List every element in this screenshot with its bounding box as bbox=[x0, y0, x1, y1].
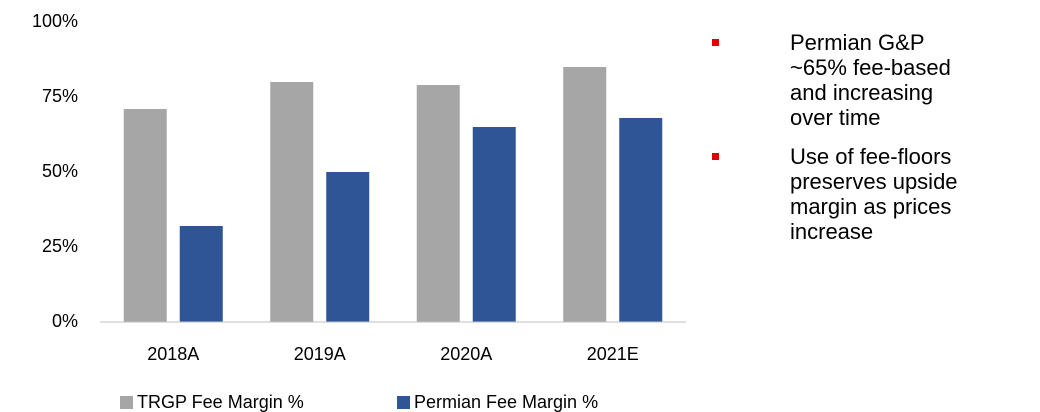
x-tick-label: 2020A bbox=[440, 344, 492, 364]
bar bbox=[179, 226, 223, 322]
bullet-marker bbox=[712, 39, 719, 46]
y-tick-label: 100% bbox=[32, 11, 78, 31]
y-tick-label: 0% bbox=[52, 311, 78, 331]
legend-label: Permian Fee Margin % bbox=[414, 392, 598, 412]
y-tick-label: 75% bbox=[42, 86, 78, 106]
bullet: Permian G&P ~65% fee-based and increasin… bbox=[712, 30, 975, 130]
bar bbox=[563, 67, 607, 322]
bullet: Use of fee-floors preserves upside margi… bbox=[712, 144, 975, 244]
legend-swatch bbox=[120, 396, 133, 409]
x-tick-label: 2021E bbox=[587, 344, 639, 364]
bar bbox=[472, 127, 516, 322]
y-tick-label: 50% bbox=[42, 161, 78, 181]
bar bbox=[416, 85, 460, 322]
bar bbox=[619, 118, 663, 322]
x-tick-label: 2019A bbox=[294, 344, 346, 364]
bar bbox=[326, 172, 370, 322]
bar bbox=[270, 82, 314, 322]
bar bbox=[123, 109, 167, 322]
x-tick-label: 2018A bbox=[147, 344, 199, 364]
legend-label: TRGP Fee Margin % bbox=[137, 392, 304, 412]
bullet-list: Permian G&P ~65% fee-based and increasin… bbox=[712, 30, 975, 258]
bullet-text: Use of fee-floors preserves upside margi… bbox=[790, 144, 958, 244]
chart: 0% 25% 50% 75% 100% 2018A 2019A 2020A 2021E TRGP … bbox=[32, 11, 686, 412]
y-tick-label: 25% bbox=[42, 236, 78, 256]
legend-swatch bbox=[397, 396, 410, 409]
bullet-marker bbox=[712, 153, 719, 160]
bullet-text: Permian G&P ~65% fee-based and increasin… bbox=[790, 30, 951, 130]
